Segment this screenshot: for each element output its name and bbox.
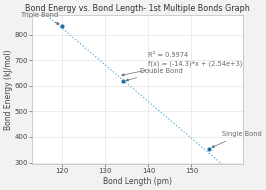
Text: R² = 0.9974
f(x) = (-14.3)*x + (2.54e+3): R² = 0.9974 f(x) = (-14.3)*x + (2.54e+3): [122, 52, 243, 76]
Title: Bond Energy vs. Bond Length- 1st Multiple Bonds Graph: Bond Energy vs. Bond Length- 1st Multipl…: [25, 4, 250, 13]
Text: Double Bond: Double Bond: [126, 68, 182, 81]
Point: [120, 80, 125, 83]
Text: Single Bond: Single Bond: [212, 131, 261, 147]
Point: [60, 24, 64, 27]
Y-axis label: Bond Energy (kJ/mol): Bond Energy (kJ/mol): [4, 49, 13, 130]
X-axis label: Bond Length (pm): Bond Length (pm): [103, 177, 172, 186]
Point: [207, 147, 211, 150]
Text: Triple Bond: Triple Bond: [21, 12, 59, 24]
